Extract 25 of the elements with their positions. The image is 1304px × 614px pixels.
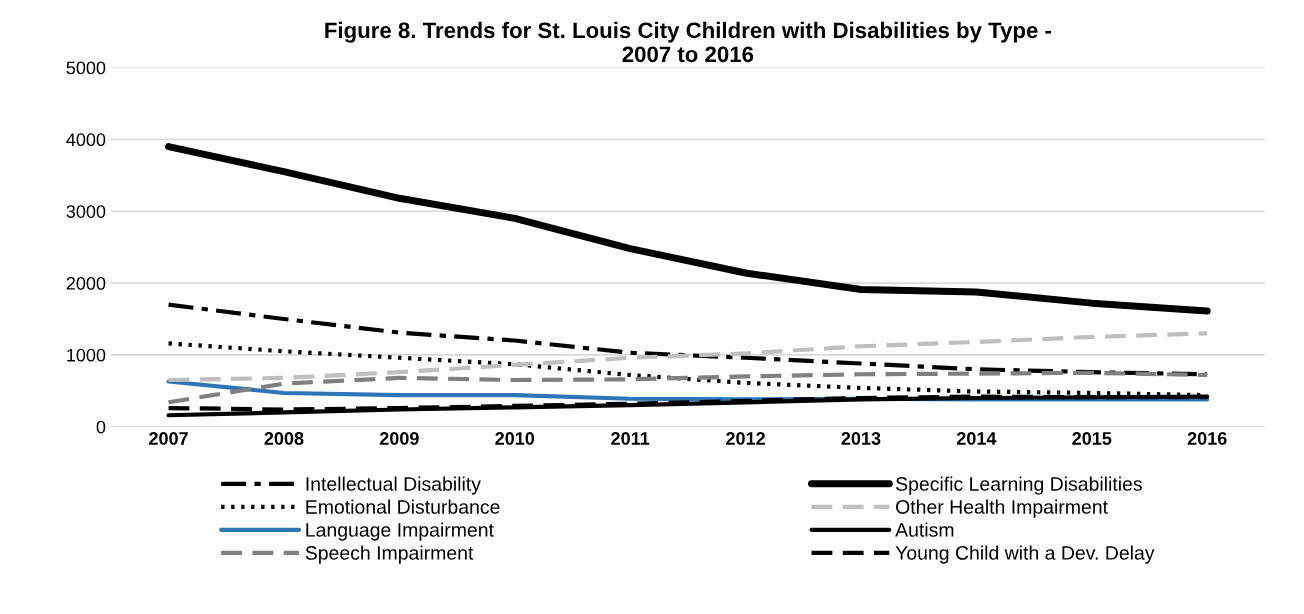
legend-label: Autism	[895, 522, 954, 537]
legend-label: Specific Learning Disabilities	[896, 476, 1142, 495]
y-tick-label: 3000	[66, 205, 106, 218]
y-tick-label: 1000	[67, 348, 106, 362]
x-tick-label: 2015	[1072, 432, 1112, 445]
y-tick-label: 5000	[66, 61, 106, 75]
x-tick-label: 2012	[726, 432, 765, 445]
x-tick-label: 2014	[956, 432, 997, 445]
legend-label: Intellectual Disability	[306, 476, 481, 495]
x-tick-label: 2016	[1187, 432, 1227, 445]
legend-label: Speech Impairment	[305, 545, 474, 564]
x-tick-label: 2011	[611, 432, 650, 445]
x-tick-label: 2007	[149, 432, 188, 445]
x-tick-label: 2013	[841, 432, 881, 445]
y-tick-label: 2000	[66, 276, 106, 290]
chart-title: Figure 8. Trends for St. Louis City Children with Disabilities by Type - 2007 to 2016	[325, 21, 1052, 63]
legend-label: Emotional Disturbance	[306, 499, 500, 514]
legend-label: Young Child with a Dev. Delay	[895, 545, 1155, 564]
x-tick-label: 2010	[495, 432, 535, 445]
x-tick-label: 2009	[379, 432, 419, 445]
legend-label: Language Impairment	[306, 522, 494, 541]
x-tick-label: 2008	[264, 432, 304, 445]
y-tick-label: 0	[96, 420, 106, 434]
legend-label: Other Health Impairment	[896, 499, 1108, 518]
y-tick-label: 4000	[66, 133, 106, 147]
